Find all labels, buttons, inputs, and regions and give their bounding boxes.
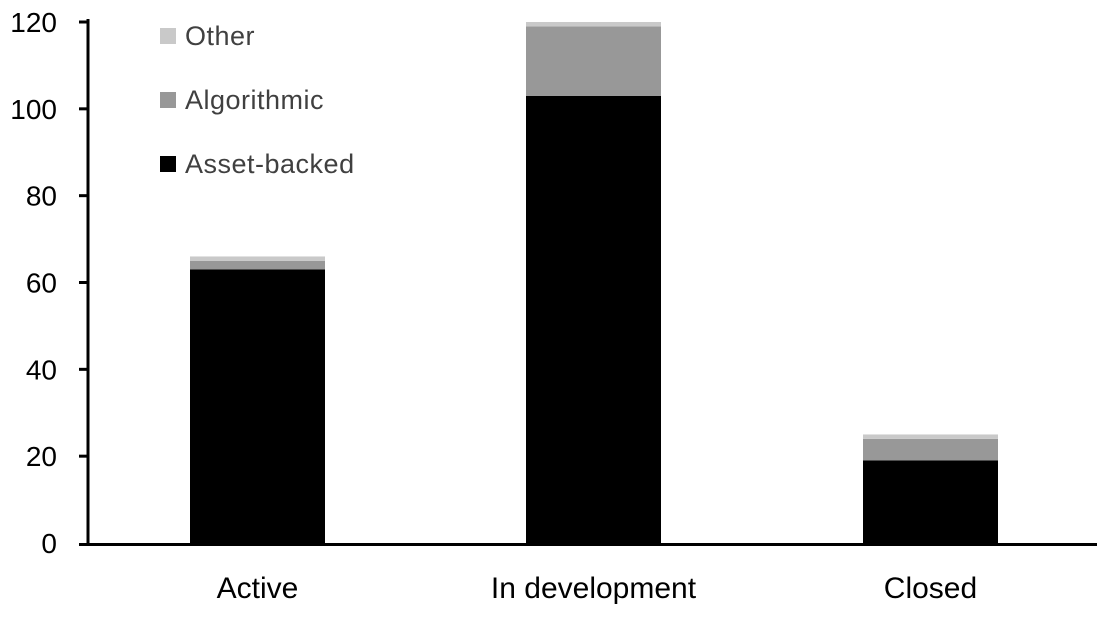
bar-segment-other-active: [190, 256, 325, 261]
x-axis-label-in-development: In development: [491, 572, 697, 605]
legend-label-other: Other: [185, 20, 256, 51]
legend-label-asset-backed: Asset-backed: [185, 148, 355, 179]
y-axis-tick-label: 120: [10, 7, 57, 38]
legend-swatch-asset-backed: [160, 156, 176, 172]
bar-segment-asset-backed-closed: [863, 460, 998, 543]
bar-segment-algorithmic-in-development: [526, 26, 661, 96]
bar-segment-other-closed: [863, 434, 998, 439]
y-axis-tick-label: 0: [41, 528, 57, 559]
x-axis-label-closed: Closed: [884, 572, 977, 605]
y-axis-tick-label: 20: [26, 441, 57, 472]
bar-segment-algorithmic-active: [190, 260, 325, 270]
bar-segment-algorithmic-closed: [863, 438, 998, 461]
chart-legend: Other Algorithmic Asset-backed: [160, 20, 355, 179]
y-axis-tick-label: 80: [26, 181, 57, 212]
legend-item-other: Other: [160, 20, 355, 51]
legend-label-algorithmic: Algorithmic: [185, 84, 325, 115]
legend-swatch-other: [160, 28, 176, 44]
y-axis-tick-label: 40: [26, 354, 57, 385]
y-axis-tick-label: 100: [10, 94, 57, 125]
bar-segment-asset-backed-in-development: [526, 95, 661, 543]
legend-item-asset-backed: Asset-backed: [160, 148, 355, 179]
bar-segment-asset-backed-active: [190, 269, 325, 543]
legend-swatch-algorithmic: [160, 92, 176, 108]
y-axis-tick-label: 60: [26, 268, 57, 299]
bar-segment-other-in-development: [526, 22, 661, 27]
x-axis-label-active: Active: [217, 572, 299, 605]
legend-item-algorithmic: Algorithmic: [160, 84, 355, 115]
